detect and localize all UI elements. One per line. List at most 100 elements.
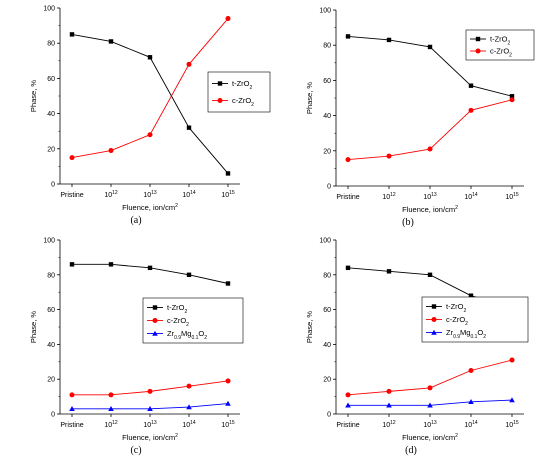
data-point: [108, 262, 114, 267]
data-point: [69, 32, 75, 37]
x-tick-label: Pristine: [336, 194, 359, 201]
data-point: [225, 378, 231, 384]
legend-marker: [152, 330, 158, 336]
y-tick-label: 20: [323, 377, 331, 384]
y-axis-label: Phase, %: [305, 311, 314, 343]
data-point: [147, 388, 153, 394]
x-tick-label: 1014: [182, 420, 196, 429]
legend-label: c-ZrO2: [167, 316, 189, 328]
data-point: [69, 155, 75, 161]
panel-caption: (c): [130, 445, 141, 456]
data-point: [386, 402, 392, 408]
data-point: [509, 357, 515, 363]
x-tick-label: 1014: [464, 192, 478, 201]
data-point: [509, 397, 515, 403]
data-point: [509, 94, 515, 99]
data-point: [225, 16, 231, 22]
data-point: [386, 388, 392, 394]
panel-caption: (a): [130, 215, 141, 226]
y-tick-label: 100: [319, 8, 331, 15]
y-tick-label: 100: [319, 238, 331, 245]
y-axis-label: Phase, %: [29, 311, 38, 343]
y-tick-label: 40: [47, 111, 55, 118]
y-axis-label: Phase, %: [305, 82, 314, 114]
y-tick-label: 40: [323, 113, 331, 120]
data-point: [186, 125, 192, 130]
y-tick-label: 100: [43, 238, 55, 245]
chart-panel-d: 0 20 40 60 80 100 Pristine 1012 1013 1014 1015 Flue…: [305, 238, 529, 456]
data-point: [468, 83, 474, 88]
y-tick-label: 20: [47, 377, 55, 384]
legend-label: t-ZrO2: [167, 303, 188, 315]
x-tick-label: 1012: [382, 192, 396, 201]
legend-marker: [475, 48, 481, 54]
data-point: [345, 265, 351, 271]
data-point: [186, 404, 192, 410]
x-tick-label: 1015: [505, 192, 519, 201]
x-axis-label: Fluence, ion/cm2: [122, 433, 178, 442]
legend-label: Zr0.9Mg0.1O2: [446, 328, 486, 340]
data-point: [108, 405, 114, 411]
legend-marker: [152, 305, 158, 310]
legend-marker: [431, 329, 437, 335]
x-tick-label: 1015: [505, 420, 519, 429]
legend-box: [207, 71, 271, 113]
legend-label: c-ZrO2: [446, 315, 468, 327]
legend-label: t-ZrO2: [490, 35, 511, 47]
data-point: [186, 383, 192, 389]
data-point: [386, 153, 392, 159]
legend-marker: [217, 81, 223, 86]
data-point: [427, 385, 433, 391]
legend-marker: [431, 317, 437, 322]
legend-label: t-ZrO2: [446, 302, 467, 314]
y-tick-label: 60: [323, 307, 331, 314]
x-tick-label: 1012: [382, 420, 396, 429]
chart-panel-a: 0 20 40 60 80 100 Pristine 1012 1013 1014 1015 Flue…: [29, 6, 271, 226]
data-point: [69, 262, 75, 267]
data-point: [186, 272, 192, 277]
x-tick-label: 1015: [221, 190, 235, 199]
data-point: [225, 400, 231, 406]
data-point: [147, 55, 153, 60]
data-point: [69, 405, 75, 411]
data-point: [345, 34, 351, 39]
data-point: [468, 293, 474, 298]
data-point: [186, 61, 192, 67]
data-point: [509, 97, 515, 103]
legend-label: c-ZrO2: [490, 47, 512, 59]
x-tick-label: 1013: [423, 420, 437, 429]
y-tick-label: 40: [47, 342, 55, 349]
x-axis-label: Fluence, ion/cm2: [402, 205, 458, 214]
data-point: [345, 402, 351, 408]
x-tick-label: 1012: [104, 190, 118, 199]
x-tick-label: 1014: [464, 420, 478, 429]
data-point: [108, 392, 114, 398]
chart-panel-c: 0 20 40 60 80 100 Pristine 1012 1013 1014 1015 Flue…: [29, 238, 244, 456]
data-point: [386, 269, 392, 274]
legend-box: [465, 29, 535, 61]
data-point: [468, 399, 474, 405]
y-tick-label: 80: [47, 272, 55, 279]
legend-marker: [152, 318, 158, 323]
y-tick-label: 80: [47, 41, 55, 48]
x-tick-label: Pristine: [60, 422, 83, 429]
data-point: [427, 44, 433, 50]
data-point: [468, 368, 474, 373]
data-point: [468, 107, 474, 113]
data-point: [345, 392, 351, 398]
y-tick-label: 0: [327, 412, 331, 419]
y-tick-label: 0: [327, 184, 331, 191]
y-axis-label: Phase, %: [29, 80, 38, 112]
data-point: [108, 148, 114, 154]
data-point: [345, 157, 351, 163]
chart-panel-b: 0 20 40 60 80 100 Pristine 1012 1013 1014 1015 Flue…: [305, 8, 535, 228]
data-point: [427, 402, 433, 408]
data-point: [225, 171, 231, 176]
x-axis-label: Fluence, ion/cm2: [122, 203, 178, 212]
data-point: [427, 272, 433, 277]
legend-marker: [475, 36, 481, 42]
data-point: [69, 392, 75, 398]
